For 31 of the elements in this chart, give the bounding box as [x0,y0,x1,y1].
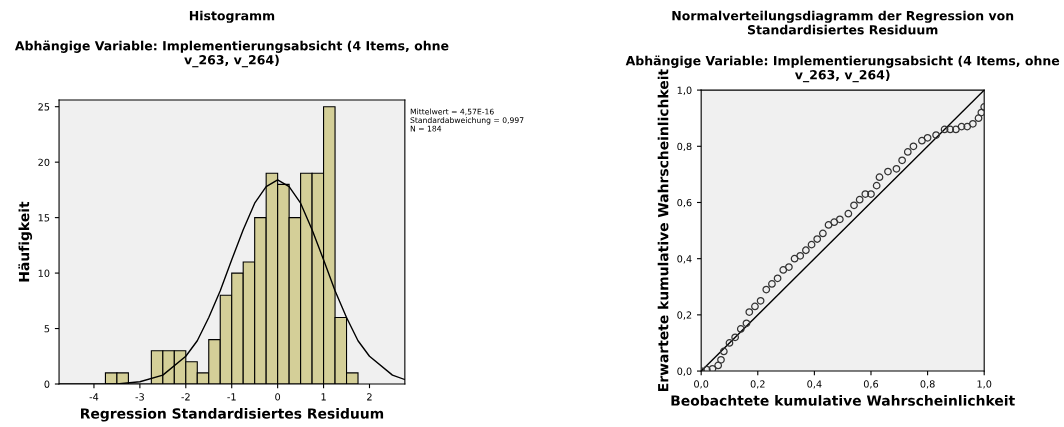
x-axis-title: Regression Standardisiertes Residuum [81,407,384,422]
y-tick-label: 25 [38,103,50,111]
chart-title: Normalverteilungsdiagramm der Regression von Standardisiertes Residuum [672,10,1014,35]
y-tick-label: 15 [38,214,50,222]
y-tick-label: 10 [38,269,50,277]
x-tick-label: 0,2 [750,380,765,389]
y-tick-label: 20 [38,158,50,166]
y-axis-title: Häufigkeit [18,201,33,282]
x-tick-label: 0,6 [863,380,879,389]
x-tick-label: 0 [275,393,281,401]
x-tick-label: 1,0 [977,380,992,389]
y-axis-title: Erwartete kumulative Wahrscheinlichkeit [657,69,669,391]
y-tick-label: 0,4 [677,255,692,264]
y-tick-label: 5 [44,325,50,333]
x-tick-label: 0,0 [694,380,709,389]
x-tick-label: 0,8 [920,380,935,389]
y-tick-label: 0,8 [677,142,692,152]
x-tick-label: -2 [181,393,190,401]
y-tick-label: 0,2 [677,311,692,320]
x-tick-label: -4 [89,393,99,401]
y-tick-label: 1,0 [677,86,692,95]
x-tick-label: 1 [321,393,326,401]
y-tick-label: 0,6 [677,198,692,208]
chart-title: Histogramm [189,10,275,23]
y-tick-label: 0,0 [677,367,692,376]
x-tick-label: 2 [367,393,372,401]
chart-subtitle: Abhängige Variable: Implementierungsabsicht (4 Items, ohne v_263, v_264) [14,40,449,68]
x-tick-label: -3 [135,393,144,401]
x-tick-label: 0,4 [807,380,822,389]
x-tick-label: -1 [227,393,236,401]
x-axis-title: Beobachtete kumulative Wahrscheinlichkeit [671,395,1015,406]
